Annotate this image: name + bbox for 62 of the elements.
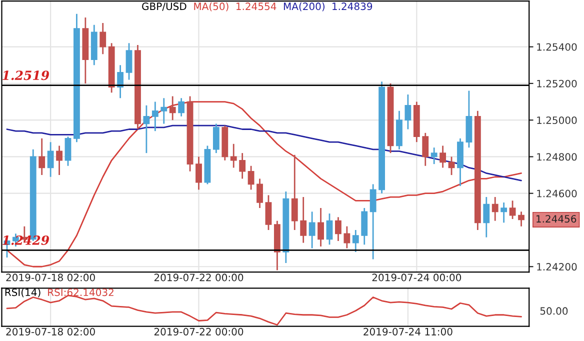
chart-title: GBP/USD <box>142 2 186 11</box>
candlestick <box>326 212 333 246</box>
y-tick-label: 1.24800 <box>537 153 577 161</box>
y-tick-label: 1.25200 <box>537 80 577 88</box>
candlestick <box>430 146 438 165</box>
candlestick <box>248 165 254 190</box>
ref-line-label: 1.2519 <box>2 70 50 80</box>
candlestick <box>169 96 176 121</box>
x-tick-label: 2019-07-22 00:00 <box>154 328 244 336</box>
candlestick <box>291 154 298 231</box>
series-label: RSI:62.14032 <box>48 288 114 296</box>
candlestick <box>300 196 307 244</box>
candlestick <box>160 97 168 124</box>
candlestick <box>308 210 316 249</box>
candlestick <box>47 141 54 178</box>
annotation: 1.24554 <box>236 2 276 10</box>
candlestick <box>178 97 185 118</box>
y-tick-label: 1.24600 <box>537 190 577 198</box>
candlestick <box>404 94 412 130</box>
x-tick-label: 2019-07-24 11:00 <box>364 328 452 336</box>
line-series <box>6 124 522 182</box>
candlestick <box>422 132 429 167</box>
candlestick <box>196 156 202 190</box>
candlestick <box>212 123 220 154</box>
candlestick <box>370 184 376 260</box>
candlestick <box>239 152 246 180</box>
y-tick-label: 1.24200 <box>537 263 577 271</box>
candlestick <box>500 202 508 224</box>
candlestick <box>335 216 342 242</box>
candlestick <box>492 196 498 222</box>
candlestick <box>265 194 272 231</box>
candlestick <box>117 64 124 99</box>
candlestick <box>56 145 62 176</box>
text: MA(200) <box>284 2 324 12</box>
text: 50.00 <box>540 307 568 315</box>
candlestick <box>344 226 350 249</box>
chart-title: RSI(14) <box>5 288 40 298</box>
candlestick <box>509 200 516 220</box>
candlestick <box>318 207 324 248</box>
y-tick-label: 1.25400 <box>537 43 577 51</box>
candlestick <box>64 136 72 167</box>
candlestick <box>361 207 368 246</box>
candlestick <box>143 104 150 154</box>
candlestick <box>38 138 46 176</box>
x-tick-label: 2019-07-24 00:00 <box>372 274 462 282</box>
candlestick <box>230 143 237 168</box>
text: 1.24456 <box>536 215 576 223</box>
candlestick <box>518 210 524 228</box>
candlestick <box>152 101 158 132</box>
candlestick <box>256 178 263 209</box>
candlestick <box>352 229 359 253</box>
x-tick-label: 2019-07-22 00:00 <box>154 274 244 282</box>
candlestick <box>483 196 490 238</box>
x-tick-label: 2019-07-18 02:00 <box>6 328 95 336</box>
candlestick <box>448 156 455 176</box>
candlestick <box>100 22 106 55</box>
candlestick <box>440 145 446 168</box>
y-tick-label: 1.25000 <box>537 116 577 124</box>
candlestick <box>126 42 132 80</box>
annotation: 1.24839 <box>332 2 372 10</box>
x-tick-label: 2019-07-18 02:00 <box>6 274 95 282</box>
text: MA(50) <box>194 2 228 12</box>
